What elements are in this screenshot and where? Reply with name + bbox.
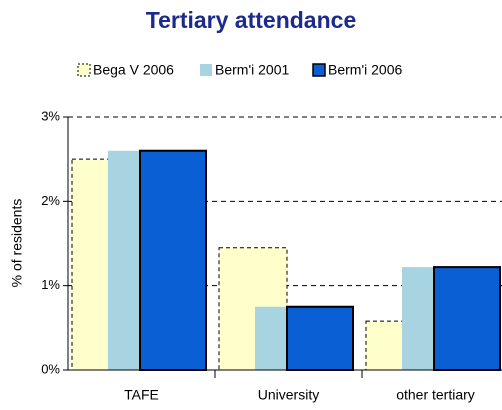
y-tick-label: 0% [41, 361, 60, 376]
y-axis-label: % of residents [9, 199, 25, 288]
x-tick-label: other tertiary [396, 387, 475, 403]
bar [286, 305, 354, 371]
legend-label: Berm'i 2001 [215, 62, 289, 78]
legend-swatch [312, 63, 326, 77]
x-tick-label: University [258, 387, 319, 403]
bar [108, 150, 140, 370]
bar [139, 149, 207, 371]
chart-title: Tertiary attendance [146, 7, 356, 33]
legend-swatch [200, 64, 212, 76]
bar [433, 266, 501, 372]
y-tick-label: 3% [41, 108, 60, 123]
legend-swatch [77, 63, 91, 77]
bar [402, 267, 434, 370]
y-tick-label: 2% [41, 193, 60, 208]
x-tick-label: TAFE [124, 387, 159, 403]
legend-label: Bega V 2006 [93, 62, 174, 78]
y-tick-label: 1% [41, 277, 60, 292]
legend-label: Berm'i 2006 [328, 62, 402, 78]
bar [255, 306, 287, 370]
